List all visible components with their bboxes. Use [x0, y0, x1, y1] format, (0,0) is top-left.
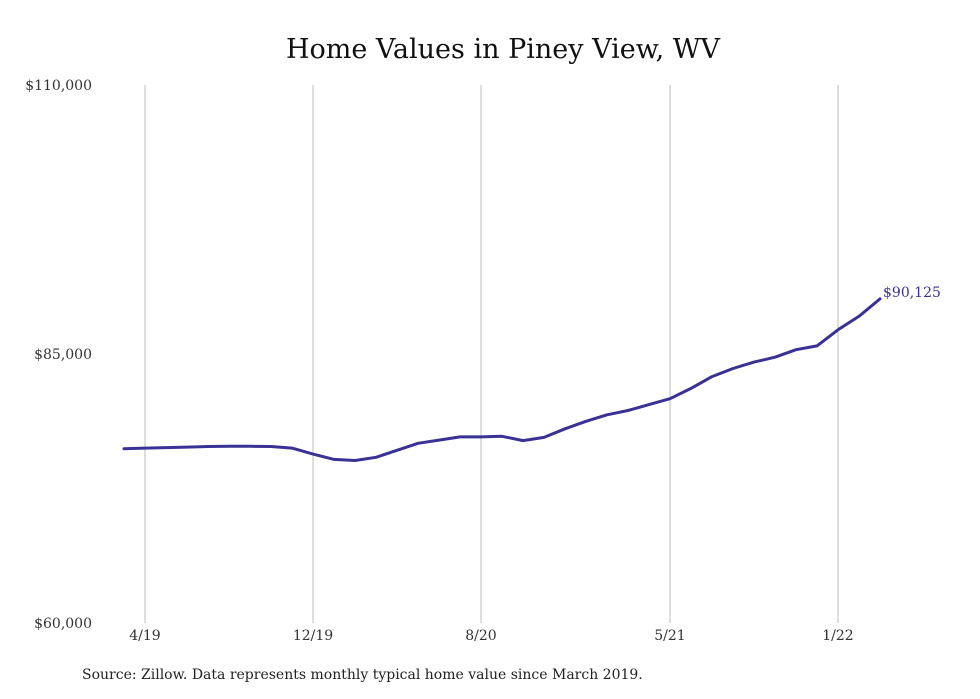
y-axis-tick-labels: $60,000 $85,000 $110,000 — [25, 78, 92, 632]
end-value-label: $90,125 — [883, 285, 941, 301]
x-tick-label: 4/19 — [129, 628, 160, 644]
y-tick-label: $60,000 — [34, 616, 92, 632]
gridlines — [144, 85, 839, 623]
x-tick-label: 5/21 — [654, 628, 685, 644]
x-axis-tick-labels: 4/19 12/19 8/20 5/21 1/22 — [129, 628, 853, 644]
chart-title: Home Values in Piney View, WV — [286, 34, 721, 65]
y-tick-label: $85,000 — [34, 347, 92, 363]
series-line — [122, 297, 882, 462]
series-layer: $90,125 — [122, 285, 941, 462]
x-tick-label: 1/22 — [822, 628, 853, 644]
x-tick-label: 8/20 — [465, 628, 496, 644]
line-chart: Home Values in Piney View, WV $60,000 $85… — [25, 34, 941, 644]
source-note: Source: Zillow. Data represents monthly … — [82, 667, 643, 683]
x-tick-label: 12/19 — [293, 628, 333, 644]
y-tick-label: $110,000 — [25, 78, 92, 94]
